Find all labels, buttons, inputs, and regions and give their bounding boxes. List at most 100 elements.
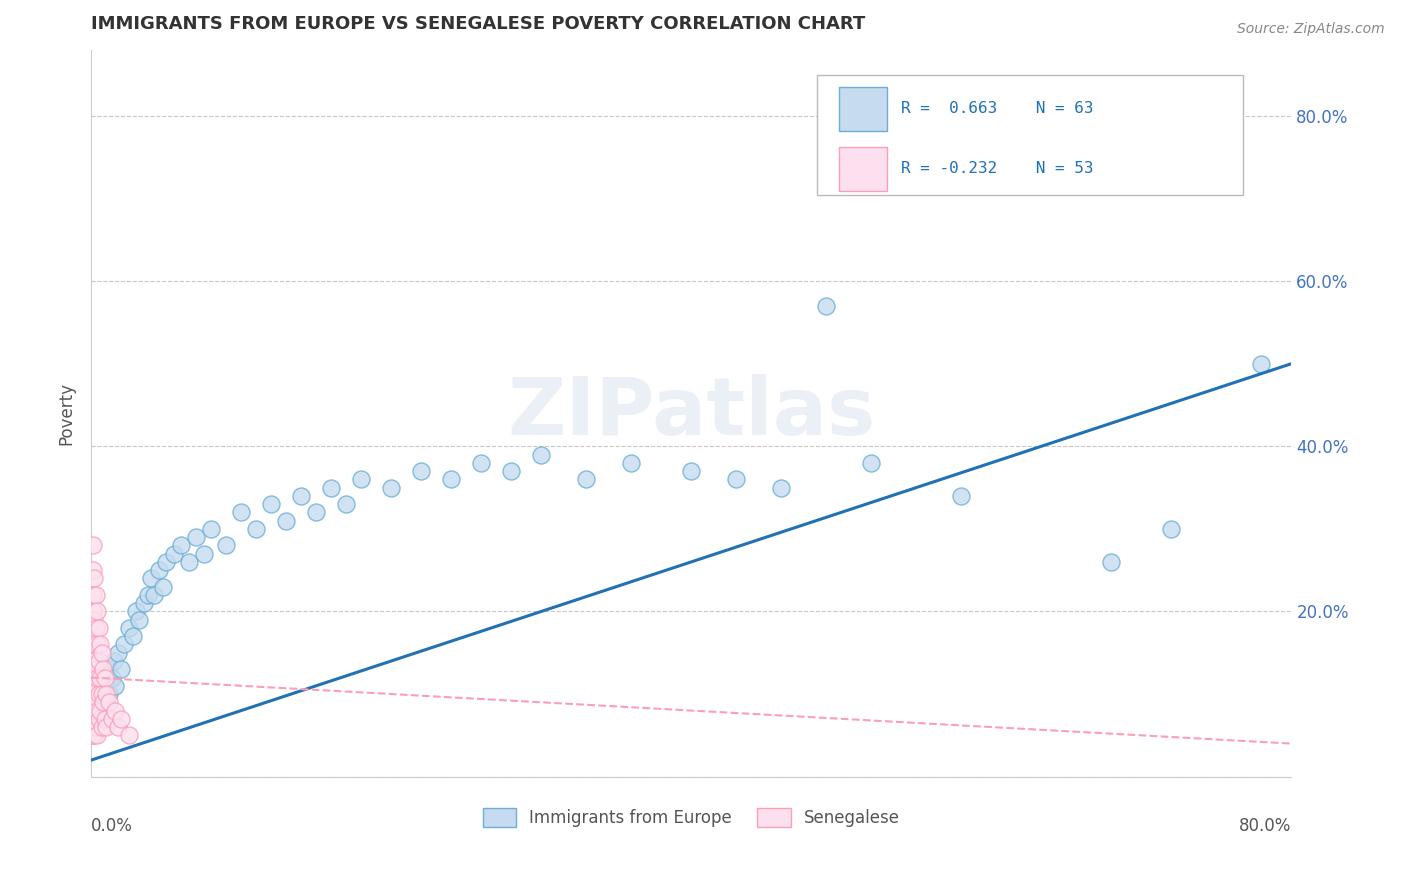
Point bbox=[82, 538, 104, 552]
Point bbox=[96, 695, 118, 709]
Y-axis label: Poverty: Poverty bbox=[58, 382, 75, 445]
Point bbox=[82, 604, 104, 618]
Point bbox=[186, 530, 208, 544]
Point bbox=[170, 538, 193, 552]
Point bbox=[83, 704, 105, 718]
Point bbox=[91, 662, 114, 676]
Point bbox=[82, 646, 104, 660]
Point bbox=[84, 695, 107, 709]
Point bbox=[82, 638, 104, 652]
Point bbox=[107, 720, 129, 734]
Point bbox=[155, 555, 177, 569]
Point bbox=[118, 728, 141, 742]
Point bbox=[163, 547, 186, 561]
Point bbox=[530, 448, 553, 462]
Point bbox=[86, 604, 108, 618]
Point bbox=[110, 712, 132, 726]
Point bbox=[335, 497, 357, 511]
Point bbox=[575, 472, 598, 486]
Point bbox=[1099, 555, 1122, 569]
Point bbox=[100, 712, 122, 726]
Point bbox=[380, 481, 402, 495]
Point bbox=[86, 687, 108, 701]
Point bbox=[87, 654, 110, 668]
Point bbox=[93, 712, 115, 726]
Point bbox=[112, 638, 135, 652]
Point bbox=[83, 629, 105, 643]
Point bbox=[93, 679, 115, 693]
Point bbox=[83, 613, 105, 627]
Point bbox=[1250, 357, 1272, 371]
Text: 80.0%: 80.0% bbox=[1239, 816, 1292, 835]
Point bbox=[91, 695, 114, 709]
Point bbox=[90, 720, 112, 734]
Point bbox=[82, 687, 104, 701]
Text: ZIPatlas: ZIPatlas bbox=[508, 375, 876, 452]
Point bbox=[681, 464, 703, 478]
Point bbox=[91, 704, 114, 718]
Point bbox=[96, 720, 118, 734]
Point bbox=[83, 654, 105, 668]
Point bbox=[103, 654, 125, 668]
Point bbox=[136, 588, 159, 602]
Point bbox=[118, 621, 141, 635]
Point bbox=[83, 571, 105, 585]
Point bbox=[128, 613, 150, 627]
Point bbox=[950, 489, 973, 503]
Point bbox=[152, 580, 174, 594]
Point bbox=[122, 629, 145, 643]
Bar bbox=[839, 147, 887, 191]
Point bbox=[87, 687, 110, 701]
Point bbox=[84, 720, 107, 734]
Text: IMMIGRANTS FROM EUROPE VS SENEGALESE POVERTY CORRELATION CHART: IMMIGRANTS FROM EUROPE VS SENEGALESE POV… bbox=[91, 15, 866, 33]
Point bbox=[193, 547, 215, 561]
Text: Source: ZipAtlas.com: Source: ZipAtlas.com bbox=[1237, 22, 1385, 37]
Point bbox=[83, 704, 105, 718]
Point bbox=[87, 712, 110, 726]
Point bbox=[141, 571, 163, 585]
Point bbox=[260, 497, 283, 511]
Point bbox=[98, 695, 121, 709]
Point bbox=[84, 621, 107, 635]
Point bbox=[290, 489, 312, 503]
Text: 0.0%: 0.0% bbox=[91, 816, 134, 835]
Point bbox=[98, 687, 121, 701]
Point bbox=[84, 662, 107, 676]
Point bbox=[97, 662, 120, 676]
Point bbox=[93, 671, 115, 685]
Point bbox=[84, 588, 107, 602]
Point bbox=[245, 522, 267, 536]
Point bbox=[860, 456, 883, 470]
Point bbox=[411, 464, 433, 478]
Point bbox=[90, 646, 112, 660]
Point bbox=[89, 695, 111, 709]
Point bbox=[86, 728, 108, 742]
Point bbox=[84, 720, 107, 734]
Point bbox=[82, 563, 104, 577]
Point bbox=[89, 671, 111, 685]
Point bbox=[82, 621, 104, 635]
Bar bbox=[839, 87, 887, 131]
Point bbox=[101, 671, 124, 685]
Point bbox=[104, 679, 127, 693]
Point bbox=[82, 704, 104, 718]
Point bbox=[132, 596, 155, 610]
Point bbox=[87, 712, 110, 726]
Point bbox=[89, 638, 111, 652]
Point bbox=[82, 588, 104, 602]
Point bbox=[125, 604, 148, 618]
Point bbox=[815, 299, 838, 313]
Point bbox=[101, 712, 124, 726]
Point bbox=[501, 464, 523, 478]
Point bbox=[104, 704, 127, 718]
Point bbox=[620, 456, 643, 470]
Point bbox=[350, 472, 373, 486]
Point bbox=[107, 646, 129, 660]
Point bbox=[86, 704, 108, 718]
Point bbox=[148, 563, 170, 577]
Point bbox=[86, 638, 108, 652]
Point bbox=[177, 555, 200, 569]
Point bbox=[200, 522, 222, 536]
Point bbox=[89, 704, 111, 718]
Point bbox=[440, 472, 463, 486]
